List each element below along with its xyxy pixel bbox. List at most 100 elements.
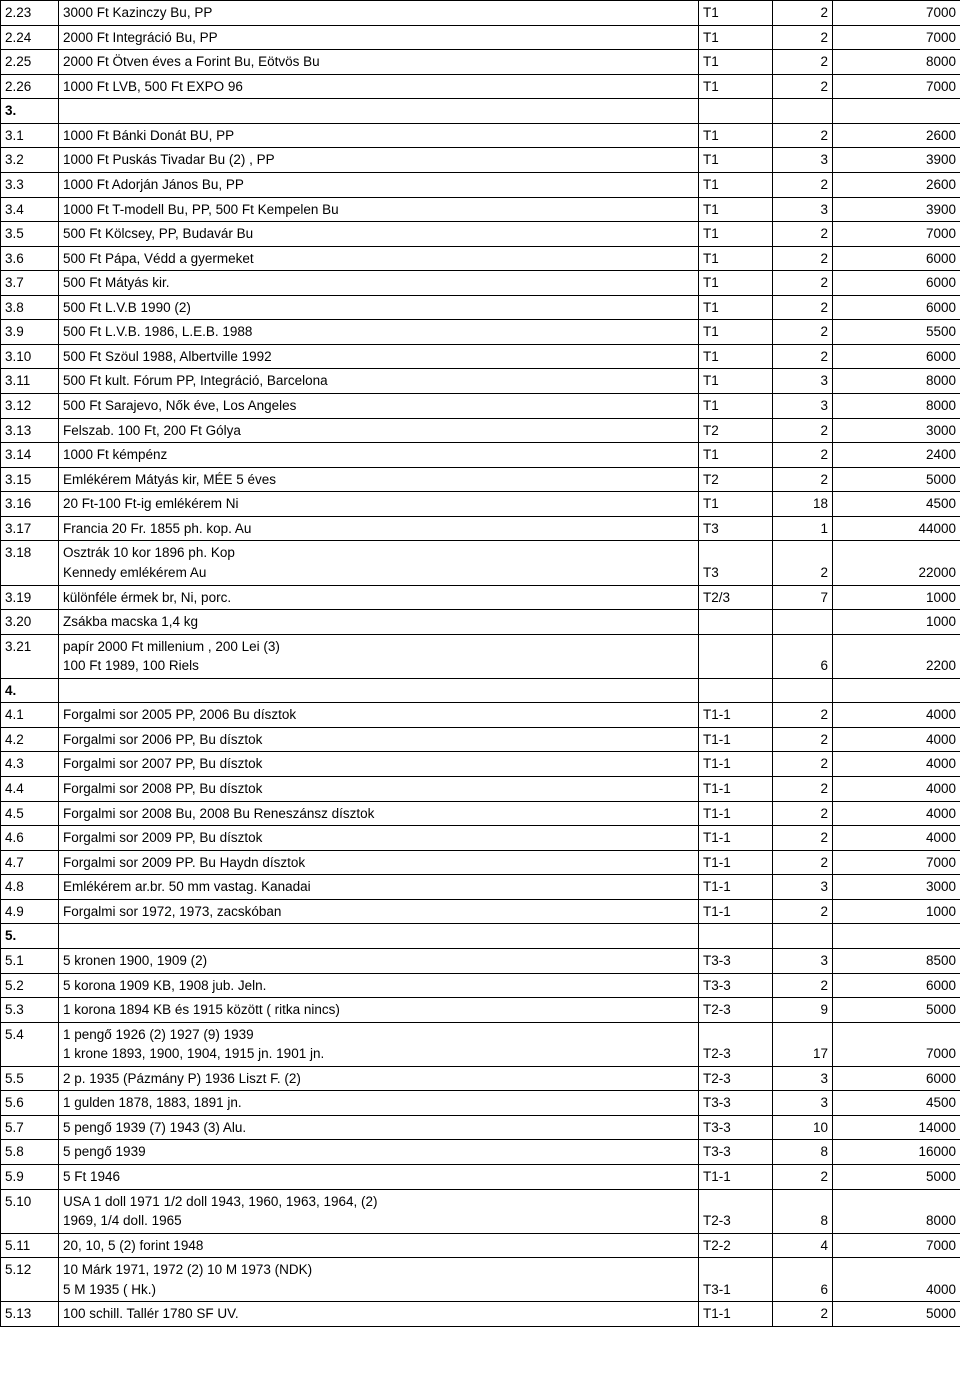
lot-qty: 2 — [773, 973, 833, 998]
lot-grade: T1 — [699, 295, 773, 320]
lot-grade: T3 — [699, 516, 773, 541]
lot-id: 5. — [1, 924, 59, 949]
lot-price: 7000 — [833, 1022, 960, 1066]
lot-qty — [773, 99, 833, 124]
lot-description: Emlékérem Mátyás kir, MÉE 5 éves — [59, 467, 699, 492]
lot-qty — [773, 924, 833, 949]
lot-qty: 2 — [773, 1, 833, 26]
table-row: 3.12500 Ft Sarajevo, Nők éve, Los Angele… — [1, 394, 960, 419]
table-row: 3.31000 Ft Adorján János Bu, PPT122600 — [1, 172, 960, 197]
lot-price: 3000 — [833, 418, 960, 443]
lot-grade: T1-1 — [699, 1302, 773, 1327]
lot-qty — [773, 678, 833, 703]
table-row: 5.25 korona 1909 KB, 1908 jub. Jeln.T3-3… — [1, 973, 960, 998]
lot-grade — [699, 610, 773, 635]
lot-description: Forgalmi sor 2006 PP, Bu dísztok — [59, 727, 699, 752]
lot-price: 4500 — [833, 492, 960, 517]
lot-description: papír 2000 Ft millenium , 200 Lei (3)100… — [59, 634, 699, 678]
lot-description: Forgalmi sor 1972, 1973, zacskóban — [59, 899, 699, 924]
lot-description: 1000 Ft LVB, 500 Ft EXPO 96 — [59, 74, 699, 99]
lot-price: 4000 — [833, 727, 960, 752]
lot-description: 20 Ft-100 Ft-ig emlékérem Ni — [59, 492, 699, 517]
table-row: 3.5500 Ft Kölcsey, PP, Budavár BuT127000 — [1, 222, 960, 247]
lot-qty: 2 — [773, 703, 833, 728]
lot-price: 4000 — [833, 1258, 960, 1302]
lot-qty: 2 — [773, 222, 833, 247]
lot-description: Felszab. 100 Ft, 200 Ft Gólya — [59, 418, 699, 443]
lot-price: 6000 — [833, 246, 960, 271]
lot-description: 500 Ft Pápa, Védd a gyermeket — [59, 246, 699, 271]
lot-id: 4.9 — [1, 899, 59, 924]
table-row: 4.8Emlékérem ar.br. 50 mm vastag. Kanada… — [1, 875, 960, 900]
lot-id: 5.8 — [1, 1140, 59, 1165]
lot-id: 3.17 — [1, 516, 59, 541]
lot-grade — [699, 99, 773, 124]
table-row: 4.1Forgalmi sor 2005 PP, 2006 Bu dísztok… — [1, 703, 960, 728]
lot-price: 8000 — [833, 369, 960, 394]
lot-price: 3000 — [833, 875, 960, 900]
lot-price: 5000 — [833, 467, 960, 492]
lot-grade: T2-3 — [699, 1189, 773, 1233]
lot-id: 5.10 — [1, 1189, 59, 1233]
lot-price: 8500 — [833, 948, 960, 973]
lot-price — [833, 99, 960, 124]
lot-qty: 2 — [773, 826, 833, 851]
lot-id: 4.3 — [1, 752, 59, 777]
lot-price: 6000 — [833, 271, 960, 296]
lot-id: 3.8 — [1, 295, 59, 320]
lot-id: 5.2 — [1, 973, 59, 998]
lot-description: Emlékérem ar.br. 50 mm vastag. Kanadai — [59, 875, 699, 900]
lot-price: 2200 — [833, 634, 960, 678]
lot-price: 22000 — [833, 541, 960, 585]
lot-description: Zsákba macska 1,4 kg — [59, 610, 699, 635]
lot-qty: 9 — [773, 998, 833, 1023]
lot-grade — [699, 634, 773, 678]
lot-description: 500 Ft L.V.B. 1986, L.E.B. 1988 — [59, 320, 699, 345]
lot-description: 5 kronen 1900, 1909 (2) — [59, 948, 699, 973]
lot-id: 4.4 — [1, 777, 59, 802]
lot-grade: T3-3 — [699, 1091, 773, 1116]
lot-price: 3900 — [833, 148, 960, 173]
lot-price: 6000 — [833, 344, 960, 369]
lot-grade: T2/3 — [699, 585, 773, 610]
lot-grade: T1 — [699, 492, 773, 517]
table-row: 2.233000 Ft Kazinczy Bu, PPT127000 — [1, 1, 960, 26]
lot-id: 3.20 — [1, 610, 59, 635]
lot-qty: 8 — [773, 1140, 833, 1165]
table-row: 5. — [1, 924, 960, 949]
table-row: 3.8500 Ft L.V.B 1990 (2)T126000 — [1, 295, 960, 320]
lot-description: 5 pengő 1939 (7) 1943 (3) Alu. — [59, 1115, 699, 1140]
lot-description: Forgalmi sor 2008 Bu, 2008 Bu Reneszánsz… — [59, 801, 699, 826]
lot-qty: 2 — [773, 74, 833, 99]
lot-qty: 2 — [773, 801, 833, 826]
lot-grade: T1-1 — [699, 801, 773, 826]
lot-id: 3.13 — [1, 418, 59, 443]
lot-description: 500 Ft kult. Fórum PP, Integráció, Barce… — [59, 369, 699, 394]
lot-id: 2.26 — [1, 74, 59, 99]
lot-description: Forgalmi sor 2007 PP, Bu dísztok — [59, 752, 699, 777]
lot-grade: T2-2 — [699, 1233, 773, 1258]
lot-qty: 3 — [773, 1066, 833, 1091]
lot-grade: T1 — [699, 443, 773, 468]
lot-price: 7000 — [833, 222, 960, 247]
lot-description — [59, 678, 699, 703]
lot-grade: T2-3 — [699, 998, 773, 1023]
lot-description: 100 schill. Tallér 1780 SF UV. — [59, 1302, 699, 1327]
lot-qty: 2 — [773, 25, 833, 50]
lot-price: 5000 — [833, 1165, 960, 1190]
lot-grade: T1-1 — [699, 875, 773, 900]
table-row: 4.4Forgalmi sor 2008 PP, Bu dísztokT1-12… — [1, 777, 960, 802]
lot-qty: 3 — [773, 875, 833, 900]
table-row: 2.261000 Ft LVB, 500 Ft EXPO 96T127000 — [1, 74, 960, 99]
lot-price: 6000 — [833, 295, 960, 320]
lot-description: 500 Ft Mátyás kir. — [59, 271, 699, 296]
lot-qty: 10 — [773, 1115, 833, 1140]
lot-price: 4000 — [833, 752, 960, 777]
table-row: 3.10500 Ft Szöul 1988, Albertville 1992T… — [1, 344, 960, 369]
lot-description: Forgalmi sor 2009 PP. Bu Haydn dísztok — [59, 850, 699, 875]
lot-description: 5 pengő 1939 — [59, 1140, 699, 1165]
lot-id: 4.2 — [1, 727, 59, 752]
lot-qty: 2 — [773, 777, 833, 802]
lot-description: USA 1 doll 1971 1/2 doll 1943, 1960, 196… — [59, 1189, 699, 1233]
lot-price — [833, 924, 960, 949]
